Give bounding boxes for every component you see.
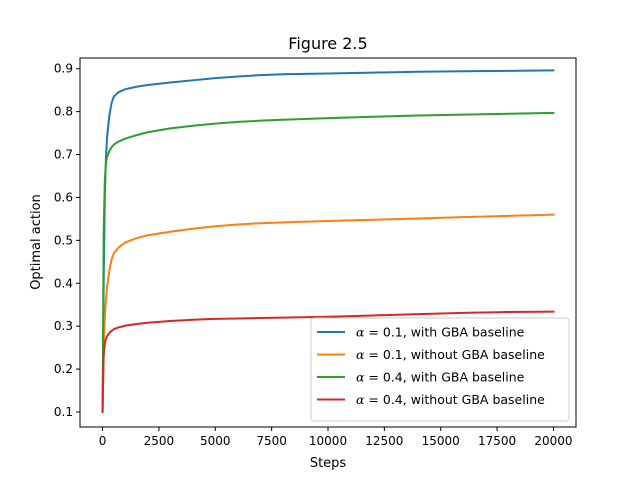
series-line-3	[101, 111, 555, 413]
x-axis-ticks: 0 2500 5000 7500 10000 12500 15000 17500 20000	[99, 427, 573, 448]
series-layer	[101, 69, 555, 413]
legend-label-2: α = 0.1, without GBA baseline	[356, 347, 545, 362]
y-tick-label: 0.8	[54, 105, 73, 119]
series-line-4	[101, 310, 555, 413]
y-tick-label: 0.2	[54, 362, 73, 376]
legend-label-4: α = 0.4, without GBA baseline	[356, 392, 545, 407]
x-tick-label: 12500	[365, 434, 403, 448]
legend-label-1: α = 0.1, with GBA baseline	[356, 325, 525, 340]
legend-box	[310, 317, 570, 422]
y-tick-label: 0.5	[54, 233, 73, 247]
y-axis-ticks: 0.1 0.2 0.3 0.4 0.5 0.6 0.7 0.8 0.9	[54, 62, 80, 419]
x-tick-label: 0	[99, 434, 107, 448]
legend-label-3: α = 0.4, with GBA baseline	[356, 370, 525, 385]
x-tick-label: 20000	[534, 434, 572, 448]
x-axis-label: Steps	[310, 456, 347, 471]
y-axis-label: Optimal action	[29, 194, 44, 290]
y-tick-label: 0.1	[54, 405, 73, 419]
legend: α = 0.1, with GBA baseline α = 0.1, witho…	[310, 317, 570, 422]
x-tick-label: 17500	[478, 434, 516, 448]
x-tick-label: 15000	[422, 434, 460, 448]
y-tick-label: 0.3	[54, 319, 73, 333]
y-tick-label: 0.6	[54, 190, 73, 204]
x-tick-label: 5000	[200, 434, 231, 448]
y-tick-label: 0.4	[54, 276, 73, 290]
x-tick-label: 2500	[144, 434, 175, 448]
x-tick-label: 10000	[309, 434, 347, 448]
y-tick-label: 0.9	[54, 62, 73, 76]
series-line-2	[101, 213, 555, 413]
y-tick-label: 0.7	[54, 148, 73, 162]
chart-title: Figure 2.5	[288, 34, 367, 53]
x-tick-label: 7500	[256, 434, 287, 448]
